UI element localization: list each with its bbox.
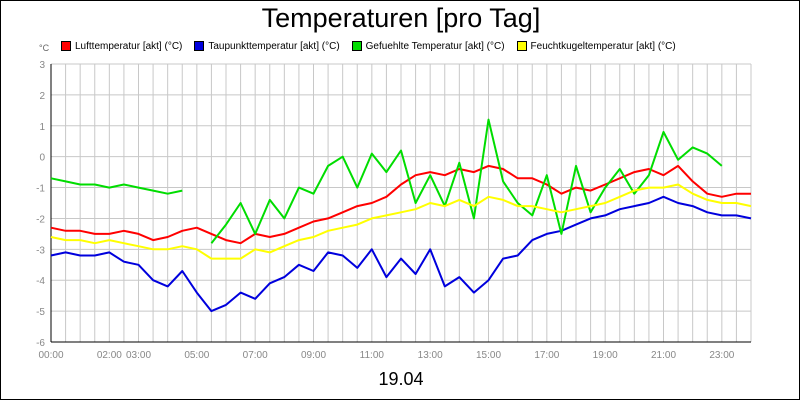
y-tick-label: -2 <box>36 214 45 225</box>
legend-label: Taupunkttemperatur [akt] (°C) <box>208 40 340 52</box>
x-tick-label: 09:00 <box>301 350 326 361</box>
y-tick-label: 1 <box>39 122 45 133</box>
chart-title: Temperaturen [pro Tag] <box>261 3 541 33</box>
y-tick-label: 3 <box>39 60 45 71</box>
x-tick-label: 19:00 <box>593 350 618 361</box>
date-label: 19.04 <box>378 369 424 389</box>
legend-swatch-red <box>61 41 71 51</box>
series-line-2 <box>210 118 723 244</box>
legend-item-taupunkttemperatur: Taupunkttemperatur [akt] (°C) <box>194 40 340 52</box>
y-tick-label: -4 <box>36 276 45 287</box>
y-axis-unit: °C <box>39 43 50 53</box>
series-line-3 <box>50 183 752 260</box>
x-tick-label: 21:00 <box>651 350 676 361</box>
x-tick-label: 11:00 <box>360 350 385 361</box>
legend-swatch-blue <box>194 41 205 51</box>
y-tick-label: 0 <box>39 153 45 164</box>
x-tick-label: 13:00 <box>418 350 443 361</box>
legend-label: Gefuehlte Temperatur [akt] (°C) <box>365 40 505 52</box>
legend-swatch-yellow <box>516 41 527 51</box>
legend-label: Feuchtkugeltemperatur [akt] (°C) <box>530 40 676 52</box>
legend-item-feuchtkugeltemperatur: Feuchtkugeltemperatur [akt] (°C) <box>516 40 676 52</box>
x-tick-label: 07:00 <box>243 350 268 361</box>
legend-item-gefuehlte-temperatur: Gefuehlte Temperatur [akt] (°C) <box>351 40 505 52</box>
legend-item-lufttemperatur: Lufttemperatur [akt] (°C) <box>61 40 182 52</box>
series-line-0 <box>50 164 751 245</box>
legend-swatch-green <box>351 41 362 51</box>
y-tick-label: -3 <box>36 245 45 256</box>
x-tick-label: 05:00 <box>184 350 209 361</box>
x-tick-label: 02:00 <box>97 350 122 361</box>
legend-label: Lufttemperatur [akt] (°C) <box>75 40 183 52</box>
legend: Lufttemperatur [akt] (°C) Taupunkttemper… <box>61 40 676 52</box>
series-line-1 <box>50 195 752 313</box>
y-tick-label: -5 <box>36 307 45 318</box>
y-tick-label: -1 <box>36 184 45 195</box>
series-line-2 <box>50 177 183 195</box>
x-tick-label: 03:00 <box>126 350 151 361</box>
x-tick-label: 15:00 <box>476 350 501 361</box>
y-tick-label: -6 <box>36 338 45 349</box>
y-tick-label: 2 <box>39 91 45 102</box>
x-tick-label: 17:00 <box>534 350 559 361</box>
x-tick-label: 00:00 <box>38 350 63 361</box>
x-tick-label: 23:00 <box>709 350 734 361</box>
